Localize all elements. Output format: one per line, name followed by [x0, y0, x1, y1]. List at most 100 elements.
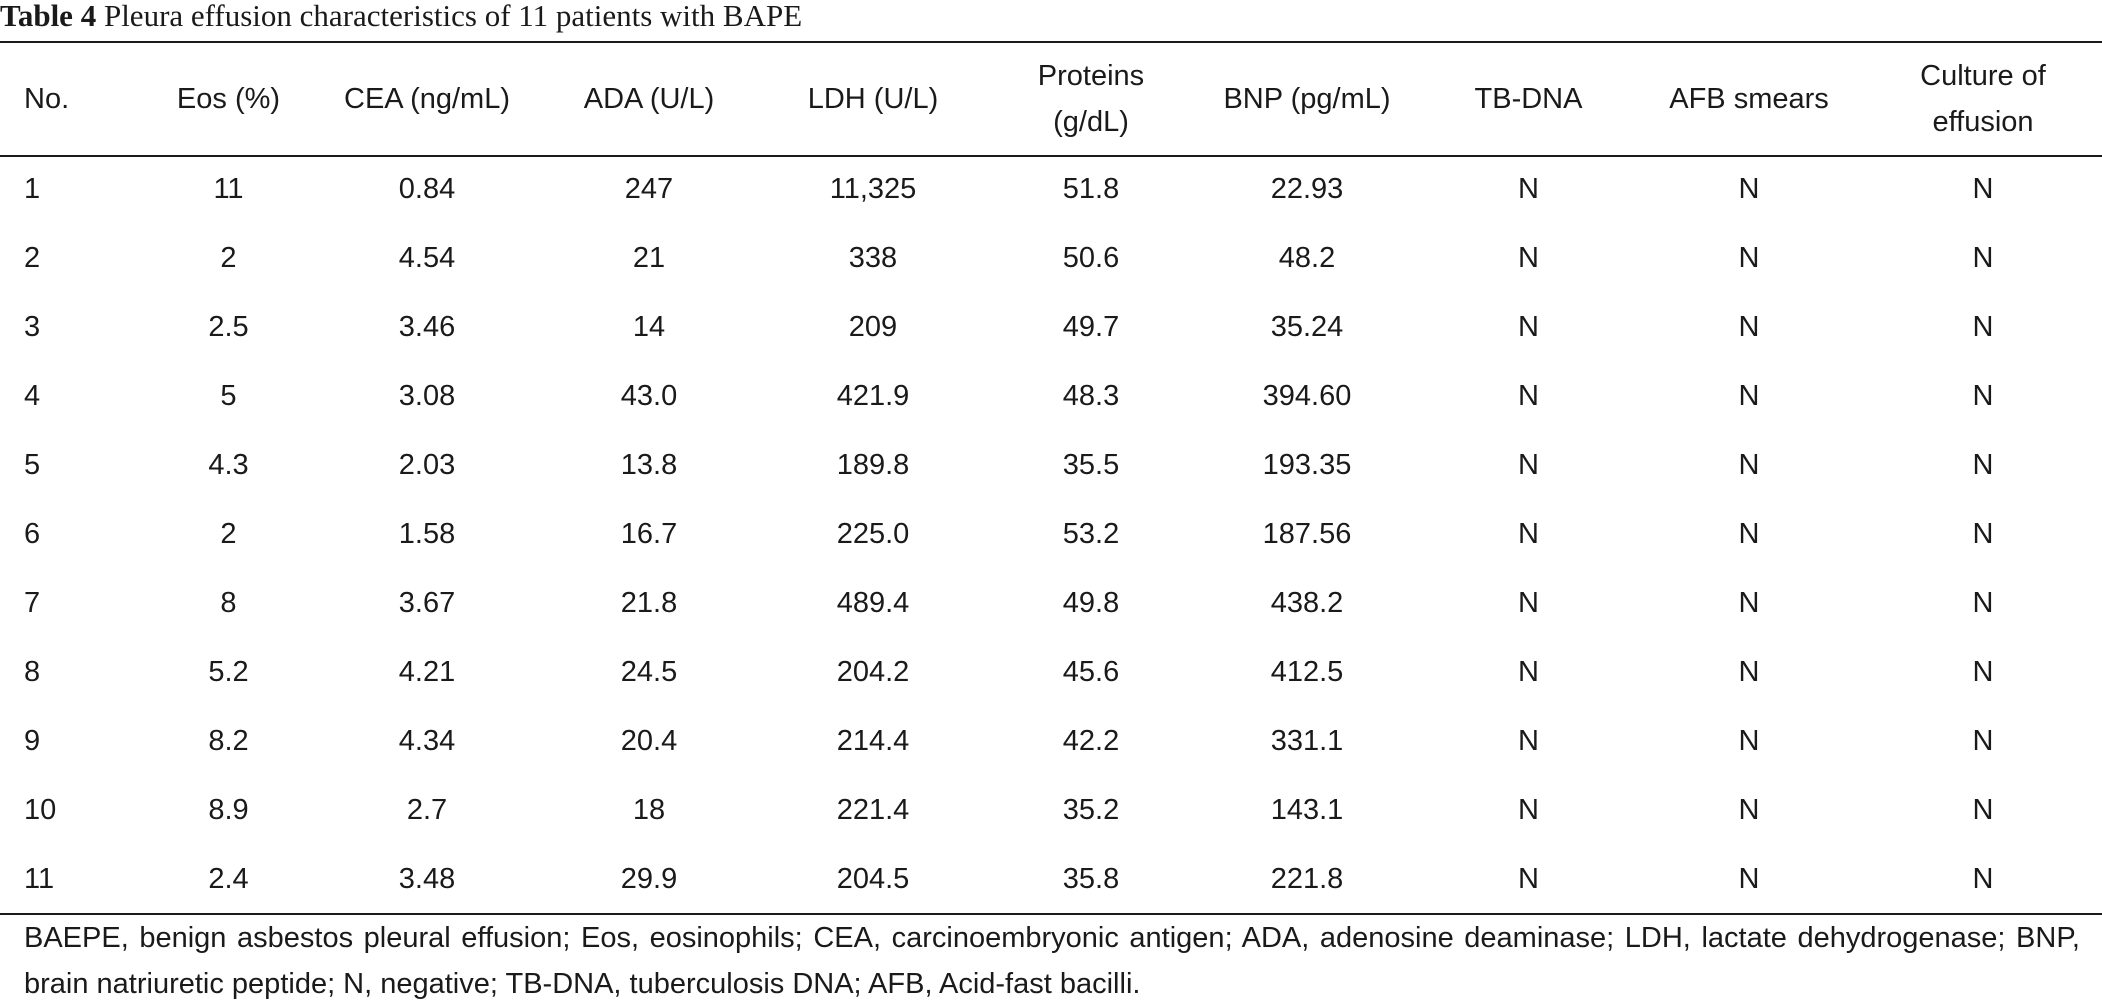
- column-header-bnp: BNP (pg/mL): [1223, 83, 1391, 115]
- table-cell-proteins: 35.5: [1062, 449, 1120, 481]
- table-cell-ada: 20.4: [620, 725, 678, 757]
- table-cell-afb-smears: N: [1738, 242, 1760, 274]
- column-header-line: Culture of: [1920, 60, 2046, 92]
- table-cell-eos: 2: [220, 242, 237, 274]
- table-title: Pleura effusion characteristics of 11 pa…: [103, 0, 803, 33]
- column-header-afb-smears: AFB smears: [1669, 83, 1829, 115]
- table-cell-eos: 11: [213, 173, 244, 205]
- table-cell-bnp: 438.2: [1270, 587, 1344, 619]
- table-row: 2 2 4.54 21 338 50.6 48.2 N N N: [0, 224, 2102, 293]
- table-cell-proteins: 48.3: [1062, 380, 1120, 412]
- table-cell-tb-dna: N: [1518, 518, 1539, 550]
- column-header-ada: ADA (U/L): [583, 83, 715, 115]
- table-cell-culture: N: [1972, 725, 1994, 757]
- table-cell-culture: N: [1972, 380, 1994, 412]
- table-cell-culture: N: [1972, 518, 1994, 550]
- table-cell-no: 11: [24, 863, 55, 895]
- table-cell-ada: 29.9: [620, 863, 678, 895]
- table-cell-cea: 3.08: [398, 380, 456, 412]
- table-cell-no: 3: [24, 311, 41, 343]
- table-cell-culture: N: [1972, 449, 1994, 481]
- column-header-cea: CEA (ng/mL): [344, 83, 510, 115]
- table-cell-afb-smears: N: [1738, 380, 1760, 412]
- table-cell-no: 2: [24, 242, 41, 274]
- table-cell-tb-dna: N: [1518, 173, 1539, 205]
- table-cell-culture: N: [1972, 863, 1994, 895]
- table-cell-tb-dna: N: [1518, 725, 1539, 757]
- table-cell-proteins: 49.7: [1062, 311, 1120, 343]
- bottom-rule: [0, 913, 2102, 915]
- table-cell-cea: 3.46: [398, 311, 456, 343]
- table-cell-eos: 5: [220, 380, 237, 412]
- table-cell-cea: 0.84: [398, 173, 456, 205]
- table-cell-ldh: 421.9: [836, 380, 910, 412]
- table-cell-ada: 21.8: [620, 587, 678, 619]
- table-cell-afb-smears: N: [1738, 449, 1760, 481]
- column-header-line: Proteins: [1037, 60, 1145, 92]
- table-cell-proteins: 53.2: [1062, 518, 1120, 550]
- table-cell-eos: 4.3: [208, 449, 249, 481]
- table-cell-no: 7: [24, 587, 41, 619]
- table-cell-bnp: 143.1: [1270, 794, 1344, 826]
- table-cell-eos: 5.2: [208, 656, 249, 688]
- table-cell-cea: 2.7: [406, 794, 448, 826]
- table-cell-culture: N: [1972, 173, 1994, 205]
- table-footnote: BAEPE, benign asbestos pleural effusion;…: [24, 922, 2080, 1000]
- header-rule: [0, 155, 2102, 157]
- table-cell-ldh: 338: [848, 242, 898, 274]
- table-cell-eos: 2: [220, 518, 237, 550]
- table-caption: Table 4 Pleura effusion characteristics …: [0, 0, 802, 40]
- column-header-ldh: LDH (U/L): [807, 83, 939, 115]
- table-cell-ada: 247: [624, 173, 674, 205]
- table-row: 4 5 3.08 43.0 421.9 48.3 394.60 N N N: [0, 362, 2102, 431]
- table-cell-no: 8: [24, 656, 41, 688]
- table-row: 11 2.4 3.48 29.9 204.5 35.8 221.8 N N N: [0, 845, 2102, 914]
- table-cell-ada: 21: [632, 242, 666, 274]
- table-cell-proteins: 35.2: [1062, 794, 1120, 826]
- table-cell-cea: 2.03: [398, 449, 456, 481]
- table-cell-ldh: 209: [848, 311, 898, 343]
- table-cell-ada: 24.5: [620, 656, 678, 688]
- table-cell-no: 5: [24, 449, 41, 481]
- table-cell-afb-smears: N: [1738, 518, 1760, 550]
- column-header-no: No.: [24, 83, 70, 115]
- table-cell-proteins: 45.6: [1062, 656, 1120, 688]
- table-cell-eos: 8.2: [208, 725, 249, 757]
- table-cell-ada: 18: [632, 794, 666, 826]
- table-cell-ldh: 489.4: [836, 587, 910, 619]
- table-cell-bnp: 394.60: [1262, 380, 1352, 412]
- table-cell-culture: N: [1972, 656, 1994, 688]
- table-cell-afb-smears: N: [1738, 863, 1760, 895]
- table-cell-tb-dna: N: [1518, 863, 1539, 895]
- table-cell-ldh: 11,325: [829, 173, 917, 205]
- table-cell-afb-smears: N: [1738, 725, 1760, 757]
- table-cell-proteins: 51.8: [1062, 173, 1120, 205]
- table-cell-bnp: 48.2: [1278, 242, 1336, 274]
- table-cell-proteins: 50.6: [1062, 242, 1120, 274]
- table-cell-ldh: 189.8: [836, 449, 910, 481]
- table-cell-eos: 8.9: [208, 794, 249, 826]
- table-cell-ada: 14: [632, 311, 666, 343]
- table-cell-afb-smears: N: [1738, 311, 1760, 343]
- data-table: No. Eos (%) CEA (ng/mL) ADA (U/L) LDH (U/L) P…: [0, 43, 2102, 914]
- table-cell-bnp: 35.24: [1270, 311, 1344, 343]
- table-cell-ldh: 221.4: [836, 794, 910, 826]
- table-cell-ldh: 204.2: [836, 656, 910, 688]
- table-row: 6 2 1.58 16.7 225.0 53.2 187.56 N N N: [0, 500, 2102, 569]
- column-header-proteins: Proteins (g/dL): [991, 43, 1191, 155]
- table-cell-bnp: 221.8: [1270, 863, 1344, 895]
- table-cell-ada: 13.8: [620, 449, 678, 481]
- table-cell-ldh: 214.4: [836, 725, 910, 757]
- table-cell-tb-dna: N: [1518, 449, 1539, 481]
- table-cell-proteins: 42.2: [1062, 725, 1120, 757]
- column-header-line: effusion: [1932, 106, 2034, 138]
- table-cell-cea: 4.21: [398, 656, 456, 688]
- table-row: 10 8.9 2.7 18 221.4 35.2 143.1 N N N: [0, 776, 2102, 845]
- table-cell-eos: 2.5: [208, 311, 249, 343]
- table-cell-tb-dna: N: [1518, 794, 1539, 826]
- table-cell-afb-smears: N: [1738, 794, 1760, 826]
- table-cell-proteins: 35.8: [1062, 863, 1120, 895]
- table-cell-proteins: 49.8: [1062, 587, 1120, 619]
- header-row: No. Eos (%) CEA (ng/mL) ADA (U/L) LDH (U/L) P…: [0, 43, 2102, 155]
- table-cell-bnp: 331.1: [1270, 725, 1344, 757]
